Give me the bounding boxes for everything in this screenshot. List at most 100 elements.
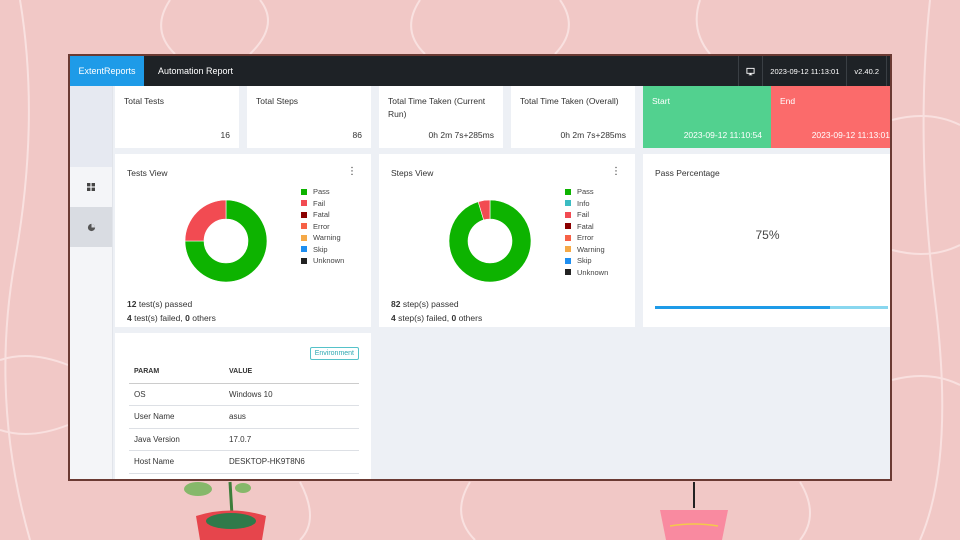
legend-item-fatal[interactable]: Fatal	[565, 221, 608, 233]
tests-failed-text: test(s) failed,	[131, 313, 186, 323]
legend-item-fatal[interactable]: Fatal	[301, 209, 344, 221]
tests-failed-count: 4	[127, 313, 132, 323]
time-current-label: Total Time Taken (Current Run)	[388, 96, 486, 119]
legend-label: Fatal	[577, 221, 594, 231]
nav-item-dashboard[interactable]	[70, 207, 112, 247]
total-steps-value: 86	[352, 130, 362, 140]
legend-label: Info	[577, 198, 590, 208]
start-value: 2023-09-12 11:10:54	[683, 130, 762, 140]
grid-icon	[87, 183, 95, 191]
total-steps-card: Total Steps 86	[247, 86, 371, 148]
legend-swatch	[565, 223, 571, 230]
start-label: Start	[652, 96, 670, 106]
monitor-icon[interactable]	[738, 56, 762, 86]
legend-label: Fail	[313, 198, 326, 208]
side-nav	[70, 86, 113, 479]
legend-item-warning[interactable]: Warning	[301, 232, 344, 244]
steps-passed-text: step(s) passed	[400, 299, 459, 309]
brand-logo[interactable]: ExtentReports	[70, 56, 144, 86]
legend-item-fail[interactable]: Fail	[565, 209, 608, 221]
legend-item-error[interactable]: Error	[301, 221, 344, 233]
value-cell: Windows 10	[224, 383, 359, 406]
kebab-menu-icon[interactable]: ⋮	[347, 166, 357, 177]
environment-card: Environment PARAM VALUE OS Windows 10 Use…	[115, 333, 371, 479]
pie-chart-icon	[87, 223, 95, 231]
slice-fail[interactable]	[477, 199, 491, 221]
legend-label: Error	[577, 233, 594, 243]
lamp-decoration	[660, 482, 728, 540]
total-tests-label: Total Tests	[124, 96, 165, 106]
pass-percentage-card: Pass Percentage 75%	[643, 154, 890, 327]
legend-label: Unknown	[313, 256, 345, 266]
end-label: End	[780, 96, 796, 106]
steps-donut-chart	[448, 199, 532, 283]
environment-badge[interactable]: Environment	[309, 347, 359, 360]
legend-item-error[interactable]: Error	[565, 232, 608, 244]
legend-label: Pass	[313, 187, 330, 197]
total-steps-label: Total Steps	[256, 96, 299, 106]
report-name: Automation Report	[158, 66, 234, 76]
end-value: 2023-09-12 11:13:01	[811, 130, 890, 140]
tests-legend: Pass Fail Fatal Error Warning Skip Unknown	[301, 186, 344, 267]
kebab-menu-icon[interactable]: ⋮	[611, 166, 621, 177]
steps-failed-summary: 4 step(s) failed, 0 others	[391, 313, 482, 323]
legend-swatch	[565, 246, 571, 253]
slice-pass[interactable]	[184, 199, 268, 283]
tests-view-card: Tests View ⋮ Pass Fail Fatal Error Warning Sk…	[115, 154, 371, 327]
legend-item-unknown[interactable]: Unknown	[565, 267, 608, 279]
time-overall-label: Total Time Taken (Overall)	[520, 96, 619, 106]
slice-pass[interactable]	[448, 199, 532, 283]
steps-passed-count: 82	[391, 299, 401, 309]
legend-swatch	[301, 257, 307, 264]
legend-item-fail[interactable]: Fail	[301, 198, 344, 210]
param-cell: Host Name	[129, 450, 224, 474]
legend-label: Fail	[577, 210, 590, 220]
legend-label: Pass	[577, 187, 594, 197]
legend-item-skip[interactable]: Skip	[301, 244, 344, 256]
nav-item-tests[interactable]	[70, 167, 112, 207]
plant-decoration	[184, 481, 266, 540]
legend-item-unknown[interactable]: Unknown	[301, 255, 344, 267]
legend-item-pass[interactable]: Pass	[301, 186, 344, 198]
total-tests-value: 16	[220, 130, 230, 140]
steps-failed-text: step(s) failed,	[395, 313, 452, 323]
legend-swatch	[565, 257, 571, 264]
table-row: OS Windows 10	[129, 383, 359, 406]
tests-donut-chart	[184, 199, 268, 283]
legend-item-pass[interactable]: Pass	[565, 186, 608, 198]
end-card: End 2023-09-12 11:13:01	[771, 86, 890, 148]
slice-fail[interactable]	[184, 199, 227, 242]
value-cell: 17.0.7	[224, 428, 359, 451]
report-window: ExtentReports Automation Report 2023-09-…	[68, 54, 892, 481]
side-nav-header	[70, 86, 112, 167]
legend-swatch	[301, 211, 307, 218]
legend-item-skip[interactable]: Skip	[565, 255, 608, 267]
environment-table: PARAM VALUE OS Windows 10 User Name asus J…	[129, 361, 359, 474]
param-cell: Java Version	[129, 428, 224, 451]
start-card: Start 2023-09-12 11:10:54	[643, 86, 771, 148]
legend-swatch	[565, 200, 571, 207]
tests-failed-summary: 4 test(s) failed, 0 others	[127, 313, 216, 323]
dashboard-content: Total Tests 16 Total Steps 86 Total Time…	[70, 86, 890, 479]
legend-label: Warning	[313, 233, 341, 243]
tests-others-text: others	[189, 313, 216, 323]
steps-view-title: Steps View	[391, 168, 434, 178]
version-label: v2.40.2	[846, 56, 886, 86]
top-bar: ExtentReports Automation Report 2023-09-…	[70, 56, 890, 86]
legend-item-warning[interactable]: Warning	[565, 244, 608, 256]
legend-label: Warning	[577, 244, 605, 254]
steps-passed-summary: 82 step(s) passed	[391, 299, 459, 309]
legend-swatch	[565, 234, 571, 241]
legend-label: Fatal	[313, 210, 330, 220]
legend-label: Skip	[313, 244, 328, 254]
legend-label: Skip	[577, 256, 592, 266]
steps-legend: Pass Info Fail Fatal Error Warning Skip Unknown	[565, 186, 608, 278]
value-cell: DESKTOP-HK9T8N6	[224, 450, 359, 474]
legend-item-info[interactable]: Info	[565, 198, 608, 210]
table-row: Host Name DESKTOP-HK9T8N6	[129, 450, 359, 474]
tests-passed-count: 12	[127, 299, 137, 309]
steps-failed-count: 4	[391, 313, 396, 323]
legend-label: Unknown	[577, 267, 609, 277]
time-overall-card: Total Time Taken (Overall) 0h 2m 7s+285m…	[511, 86, 635, 148]
